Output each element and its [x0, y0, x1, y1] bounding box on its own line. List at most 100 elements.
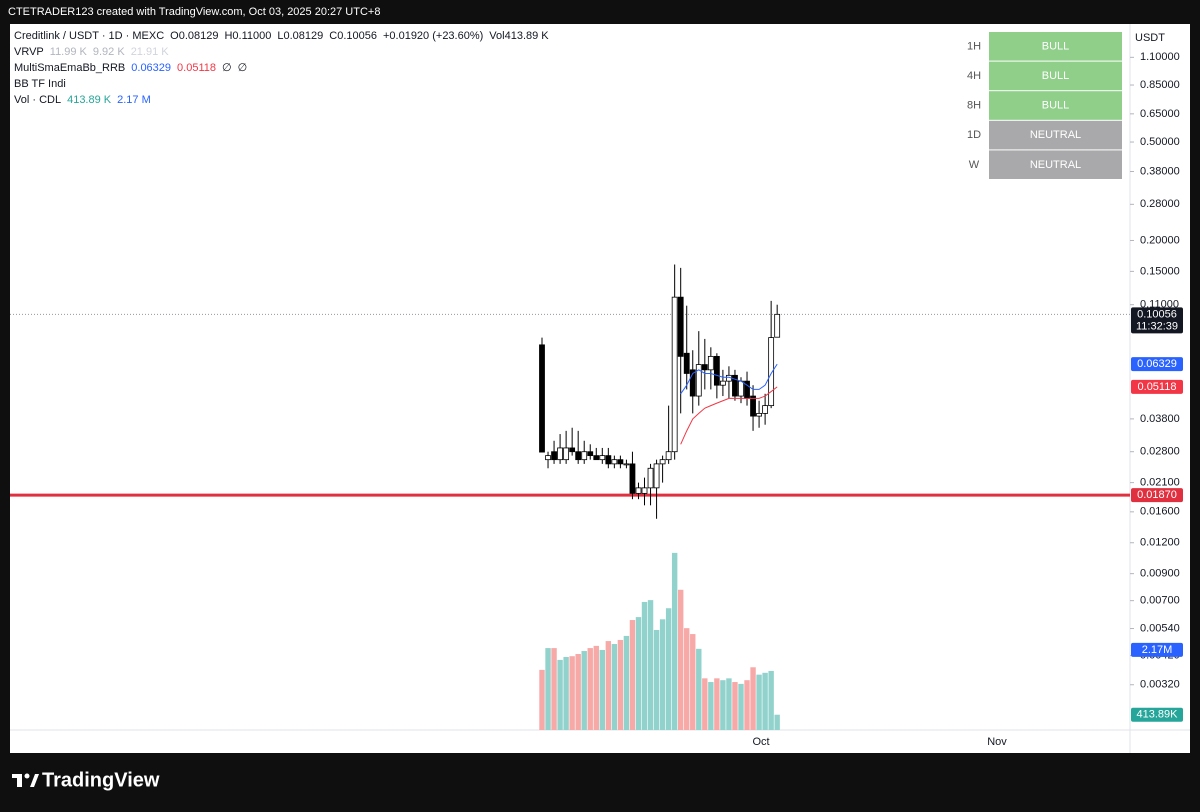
y-tick-label: 0.00540 — [1140, 622, 1180, 634]
candle-body — [545, 455, 551, 461]
axis-unit: USDT — [1135, 32, 1165, 44]
table-label-cell — [960, 91, 988, 120]
trend-state: NEUTRAL — [1030, 159, 1081, 171]
y-tick-label: 0.85000 — [1140, 79, 1180, 91]
y-tick-label: 0.00700 — [1140, 595, 1180, 607]
x-tick-label: Oct — [752, 736, 769, 748]
candle-body — [593, 455, 600, 461]
volume-bar — [708, 682, 714, 730]
volume-bar — [738, 683, 744, 730]
volume-bar — [774, 714, 780, 730]
volume-badge-label: 2.17M — [1142, 644, 1173, 656]
timeframe: 8H — [967, 100, 981, 112]
indicator-name: BB TF Indi — [14, 78, 66, 90]
table-label-cell — [960, 61, 988, 91]
table-label-cell — [960, 120, 988, 150]
y-tick-label: 0.00320 — [1140, 679, 1180, 691]
candle-body — [635, 487, 642, 494]
candle-body — [720, 380, 726, 386]
volume-bar — [599, 649, 605, 730]
y-tick-label: 0.01600 — [1140, 506, 1180, 518]
indicator-line — [680, 386, 778, 445]
header-caption: CTETRADER123 created with TradingView.co… — [8, 6, 380, 18]
candle-body — [701, 364, 708, 371]
indicator-line: BB TF Indi — [14, 78, 66, 90]
candle-body — [575, 451, 582, 461]
y-tick-label: 0.03800 — [1140, 413, 1180, 425]
indicator-value: 9.92 K — [93, 46, 125, 58]
table-label-cell — [960, 32, 988, 61]
volume-bar — [702, 678, 708, 730]
candle-body — [581, 451, 588, 461]
volume-bar — [587, 648, 593, 730]
volume-bar — [750, 667, 756, 730]
candle-body — [647, 467, 654, 489]
indicator-value: 2.17 M — [117, 94, 151, 106]
candle-body — [617, 459, 624, 465]
timeframe: W — [969, 159, 980, 171]
legend-line: Creditlink / USDT · 1D · MEXC O0.08129 H0.… — [14, 30, 549, 42]
y-tick-label: 0.15000 — [1140, 265, 1180, 277]
indicator-value: 0.05118 — [177, 62, 216, 74]
candle-body — [563, 447, 570, 461]
candle-body — [587, 451, 594, 457]
volume-bar — [641, 601, 648, 730]
volume-bar — [726, 678, 732, 730]
volume-bar — [557, 659, 563, 730]
ohlc-value: L0.08129 — [277, 30, 323, 42]
brand-name: TradingView — [42, 769, 160, 791]
candle-body — [707, 355, 714, 371]
indicator-value: ∅ — [238, 62, 248, 74]
volume-bar — [581, 651, 587, 730]
volume-bar — [551, 648, 557, 730]
y-tick-label: 0.02800 — [1140, 446, 1180, 458]
price-badge-label: 0.05118 — [1138, 381, 1177, 393]
indicator-line: MultiSmaEmaBb_RRB 0.06329 0.05118 ∅ ∅ — [14, 62, 247, 74]
candle-body — [768, 337, 775, 407]
indicator-line: VRVP 11.99 K 9.92 K 21.91 K — [14, 46, 169, 58]
x-tick-label: Nov — [987, 736, 1007, 748]
volume-bar — [677, 589, 684, 730]
y-tick-label: 0.50000 — [1140, 136, 1180, 148]
indicator-line: Vol · CDL 413.89 K 2.17 M — [14, 94, 151, 106]
candle-body — [750, 395, 756, 417]
candle-body — [629, 463, 636, 494]
trend-state: BULL — [1042, 70, 1070, 82]
volume-badge — [1131, 642, 1183, 657]
volume-bar — [575, 653, 581, 730]
trend-cell — [989, 61, 1122, 91]
ohlc-value: Vol413.89 K — [489, 30, 549, 42]
indicator-name: VRVP — [14, 46, 44, 58]
candle-body — [677, 296, 684, 357]
y-tick-label: 0.20000 — [1140, 234, 1180, 246]
candle-body — [683, 352, 690, 374]
volume-bar — [732, 682, 738, 730]
indicator-value: 21.91 K — [131, 46, 170, 58]
volume-bar — [696, 648, 702, 730]
indicator-value: 0.06329 — [131, 62, 171, 74]
volume-bar — [768, 670, 774, 730]
price-badge — [1131, 488, 1183, 503]
volume-bar — [635, 617, 642, 730]
volume-bar — [690, 634, 696, 730]
candle-body — [689, 369, 696, 397]
volume-bar — [569, 656, 575, 730]
volume-bar — [762, 672, 768, 730]
candle-body — [611, 459, 618, 465]
countdown-label: 11:32:39 — [1136, 320, 1178, 332]
ohlc-value: H0.11000 — [224, 30, 271, 42]
y-tick-label: 0.01200 — [1140, 537, 1180, 549]
volume-bar — [653, 630, 660, 730]
candle-body — [732, 374, 738, 397]
logo-shape — [17, 774, 22, 787]
volume-bar — [744, 680, 750, 730]
volume-bar — [647, 600, 654, 730]
volume-bar — [720, 680, 726, 730]
volume-bar — [605, 641, 612, 730]
volume-bar — [623, 635, 630, 730]
candle-body — [713, 355, 720, 386]
candle-body — [605, 455, 612, 465]
ohlc-value: +0.01920 (+23.60%) — [383, 30, 483, 42]
timeframe: 1H — [967, 40, 981, 52]
y-tick-label: 0.00900 — [1140, 568, 1180, 580]
